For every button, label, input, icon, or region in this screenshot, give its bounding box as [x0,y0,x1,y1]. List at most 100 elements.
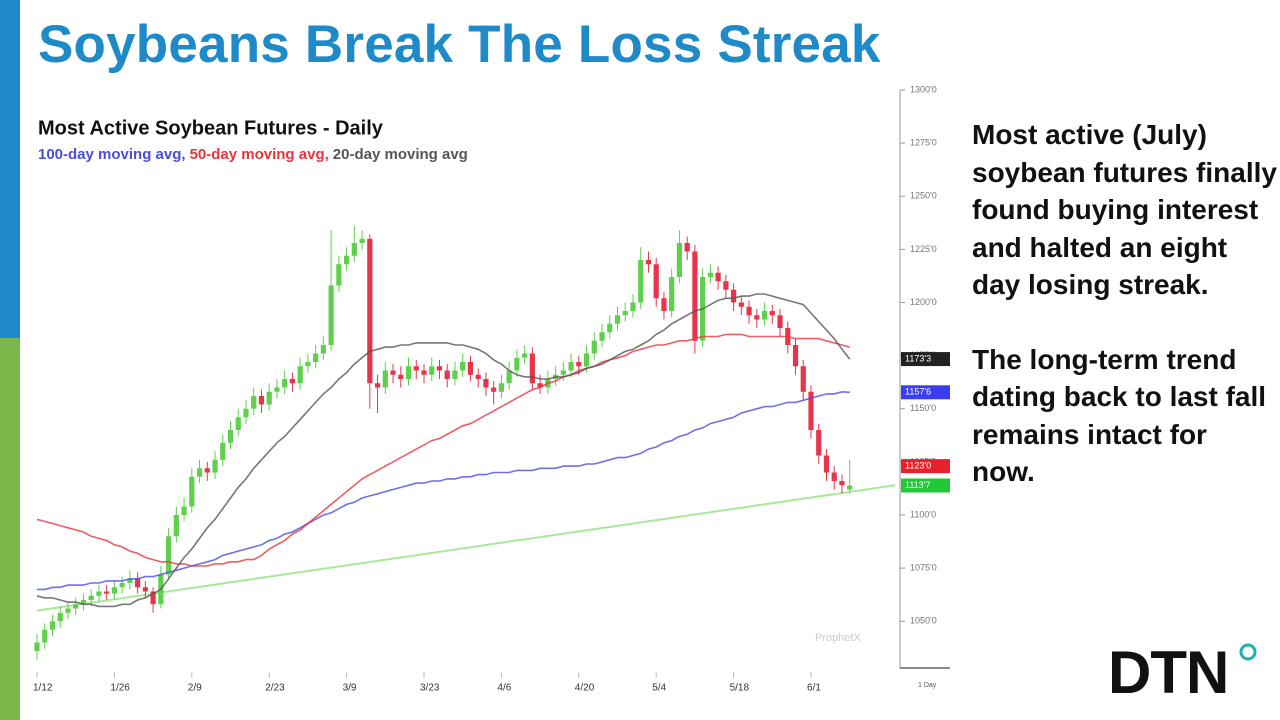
price-box [901,385,950,400]
x-tick-label: 3/23 [420,683,440,694]
candle-body [823,455,830,473]
x-tick-label: 1/26 [110,683,130,694]
legend-entry: 50-day moving avg, [190,146,329,163]
candle-body [274,387,280,392]
candle-body [390,370,396,375]
candle-body [746,306,752,316]
candle-body [738,302,744,307]
candle-body [204,468,210,473]
candle-body [436,366,443,371]
candle-body [413,366,419,371]
paragraph: Most active (July) soybean futures final… [972,119,1277,300]
candle-body [405,366,412,379]
candle-body [305,362,311,367]
candle-body [42,629,48,643]
period-label: 1 Day [918,682,937,689]
y-tick-label: 1075'0 [910,563,937,573]
candle-body [583,353,590,367]
candle-body [483,379,489,388]
price-box [901,459,950,474]
price-label: 1157'6 [905,387,931,397]
candle-body [491,387,497,392]
candle-body [475,374,481,379]
candle-body [529,353,535,384]
candle-body [367,238,373,384]
candle-body [80,600,87,605]
candle-body [189,476,195,507]
candle-body [34,642,40,651]
candle-body [638,260,644,303]
candle-body [808,391,814,430]
candle-body [142,587,148,592]
candle-body [715,272,721,282]
y-tick-label: 1250'0 [910,191,937,201]
candle-body [382,370,388,388]
y-tick-label: 1300'0 [910,84,937,94]
candle-body [661,298,667,311]
slide-title: Soybeans Break The Loss Streak [38,15,881,74]
y-tick-label: 1225'0 [910,244,937,254]
candle-body [181,506,187,515]
candle-body [196,468,203,477]
candle-body [460,362,466,371]
x-tick-label: 4/6 [497,683,511,694]
candle-body [537,383,543,388]
y-tick-label: 1100'0 [910,509,936,519]
y-tick-label: 1275'0 [910,138,937,148]
moving-average [36,333,850,567]
candle-body [398,374,404,379]
logo: DTN [1108,639,1229,706]
candle-body [645,260,652,265]
legend-entry: 20-day moving avg [333,146,468,163]
candle-body [692,251,698,341]
candle-body [104,591,110,594]
candle-body [65,608,71,613]
candle-body [73,604,79,609]
candle-body [568,362,574,371]
candle-body [576,362,582,367]
candle-body [251,396,257,409]
slide-body: Most active (July) soybean futures final… [972,116,1277,528]
candle-body [761,311,768,320]
y-tick-label: 1150'0 [910,403,936,413]
candle-body [111,587,117,594]
accent-strip [0,338,20,720]
candle-body [220,442,226,460]
candle-body [769,311,775,316]
candle-body [289,379,296,384]
legend: 100-day moving avg, 50-day moving avg, 20-… [38,146,468,163]
candle-body [792,345,799,367]
x-tick-label: 1/12 [33,683,53,694]
candle-body [336,264,342,286]
price-box [901,478,950,493]
candle-body [150,591,156,605]
candle-body [669,277,675,311]
candle-body [522,353,528,358]
candle-body [297,366,303,384]
candle-body [599,332,605,341]
candle-body [227,430,234,443]
candle-body [723,281,729,290]
candle-body [506,370,512,384]
candle-body [212,459,218,473]
candle-body [266,391,272,405]
candle-body [351,243,357,256]
candle-body [452,370,458,379]
candle-body [498,383,504,392]
price-label: 1113'7 [905,480,930,490]
candle-body [282,379,288,388]
trendline [36,484,896,612]
candle-body [847,485,853,490]
price-box [901,352,950,367]
candle-body [622,311,628,316]
x-tick-label: 2/9 [188,683,202,694]
candle-body [374,383,381,388]
candle-body [49,621,56,630]
candle-body [514,357,520,371]
chart-title: Most Active Soybean Futures - Daily [38,117,384,139]
candle-body [707,272,713,277]
candle-body [119,583,125,588]
chart: Most Active Soybean Futures - Daily 100-… [33,84,950,694]
candle-body [816,430,822,456]
y-tick-label: 1200'0 [910,297,937,307]
